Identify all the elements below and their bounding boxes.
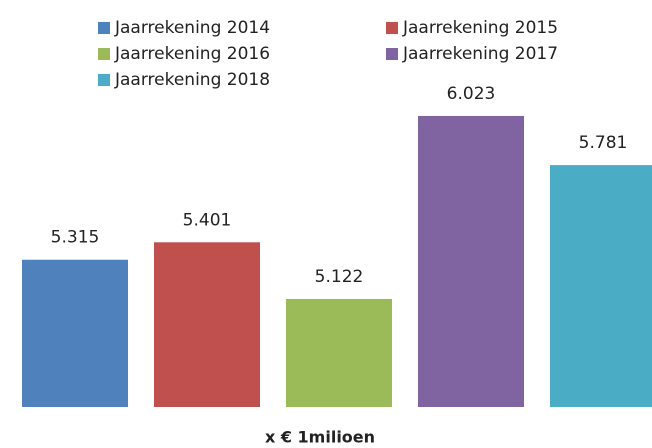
legend-label: Jaarrekening 2017: [402, 44, 558, 64]
legend-label: Jaarrekening 2015: [402, 18, 558, 38]
legend-swatch: [98, 22, 110, 34]
data-label: 5.781: [579, 133, 628, 153]
legend-swatch: [98, 74, 110, 86]
data-label: 5.315: [51, 228, 100, 248]
data-label: 5.122: [315, 267, 364, 287]
bar: [418, 115, 524, 407]
data-label: 5.401: [183, 210, 232, 230]
legend-label: Jaarrekening 2016: [114, 44, 270, 64]
bar: [154, 242, 260, 407]
legend-swatch: [386, 22, 398, 34]
legend-swatch: [386, 48, 398, 60]
bar: [286, 298, 392, 407]
x-axis-label: x € 1milioen: [265, 428, 375, 447]
bar: [550, 165, 652, 407]
bar: [22, 259, 128, 407]
legend-label: Jaarrekening 2018: [114, 70, 270, 90]
legend-swatch: [98, 48, 110, 60]
data-label: 6.023: [447, 84, 496, 104]
legend-label: Jaarrekening 2014: [114, 18, 270, 38]
